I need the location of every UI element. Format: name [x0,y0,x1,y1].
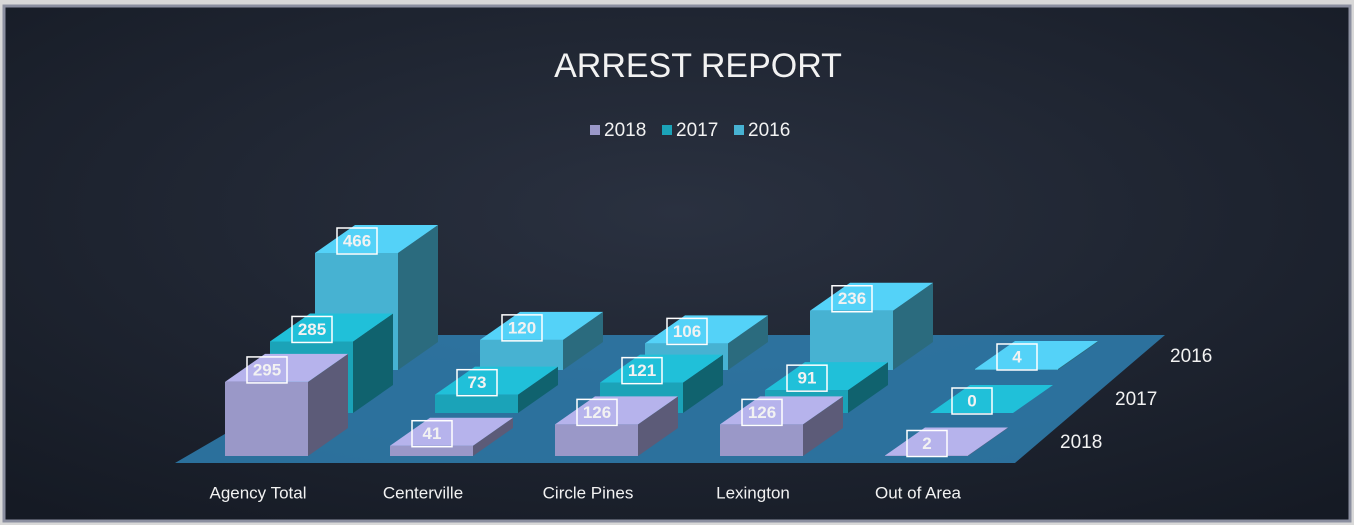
data-label: 466 [336,227,378,255]
bar-side [398,225,438,370]
data-label-text: 466 [343,231,371,250]
bar-side [728,315,768,370]
bar-side [803,396,843,456]
data-label-box [246,356,288,384]
data-label-box [951,387,993,415]
bar-front [555,424,638,456]
data-label: 41 [411,419,453,448]
data-label-box [621,356,663,385]
data-label-text: 73 [468,373,487,392]
data-label-box [786,364,828,392]
legend-label: 2016 [748,120,790,141]
data-label: 4 [996,343,1038,371]
data-label: 120 [501,314,543,342]
depth-label: 2016 [1170,346,1212,367]
data-label-box [741,398,783,427]
data-label-box [906,429,948,458]
depth-label: 2018 [1060,432,1102,453]
legend-swatch [662,125,672,135]
bar-front [435,394,518,413]
bar-side [638,396,678,456]
data-label-text: 4 [1012,347,1022,366]
bar-side [473,417,513,456]
x-tick-label: Centerville [383,483,463,502]
bar-front [810,310,893,370]
legend: 2018 2017 2016 [590,120,790,141]
bar-side [683,354,723,413]
data-label-box [411,419,453,448]
legend-label: 2018 [604,120,646,141]
data-label-box [501,314,543,342]
bar-front [225,381,308,456]
bar-side [893,282,933,370]
data-label-text: 121 [628,361,656,380]
bar-side [308,353,348,456]
data-labels: 466 120 106 236 4 285 73 121 91 0 295 41 126 126 2 [246,227,1038,458]
data-label-text: 2 [922,434,931,453]
data-label: 106 [666,317,708,346]
data-label: 121 [621,356,663,385]
depth-label: 2017 [1115,389,1157,410]
data-label: 73 [456,368,498,397]
bar-side [353,313,393,413]
data-label-text: 91 [798,369,817,388]
x-tick-label: Circle Pines [543,483,634,502]
x-tick-label: Lexington [716,483,790,502]
data-label-text: 41 [423,424,442,443]
data-label: 236 [831,284,873,313]
data-label-box [291,315,333,344]
chart-title: ARREST REPORT [554,47,842,85]
data-label-box [576,398,618,427]
data-label-text: 236 [838,289,866,308]
bar-front [720,424,803,456]
data-label-box [831,284,873,313]
data-label: 295 [246,356,288,384]
data-label-text: 285 [298,320,326,339]
data-label-text: 0 [967,391,976,410]
legend-swatch [590,125,600,135]
bar-side [563,311,603,370]
data-label: 126 [576,398,618,427]
data-label: 126 [741,398,783,427]
data-label-box [666,317,708,346]
data-label: 285 [291,315,333,344]
legend-label: 2017 [676,120,718,141]
bar-front [480,339,563,370]
data-label: 0 [951,387,993,415]
bar-side [1058,340,1098,370]
bar-front [390,445,473,456]
data-label: 2 [906,429,948,458]
bar-side [968,427,1008,456]
data-label-text: 120 [508,318,536,337]
legend-swatch [734,125,744,135]
data-label-text: 106 [673,322,701,341]
bar-side [848,362,888,413]
data-label-text: 295 [253,360,281,379]
data-label-box [456,368,498,397]
x-tick-label: Out of Area [875,483,962,502]
data-label-box [336,227,378,255]
bar-side [518,366,558,413]
data-label: 91 [786,364,828,392]
data-label-box [996,343,1038,371]
x-tick-label: Agency Total [209,483,306,502]
data-label-text: 126 [748,403,776,422]
data-label-text: 126 [583,403,611,422]
